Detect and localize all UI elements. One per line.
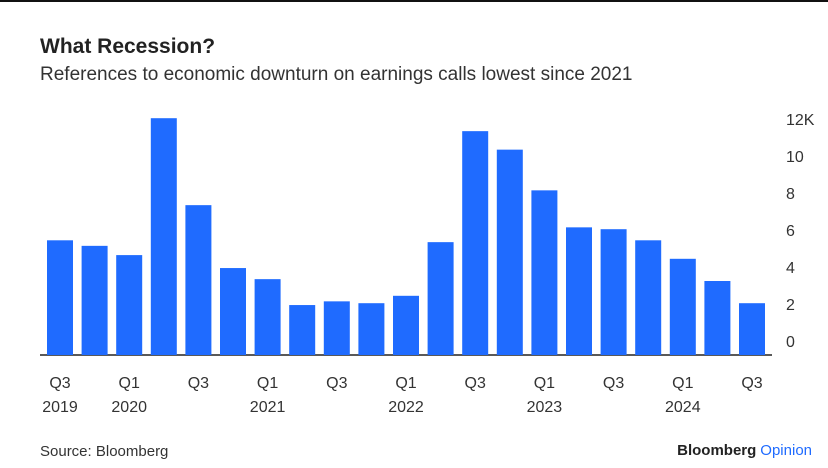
bar xyxy=(116,255,143,355)
bar xyxy=(393,295,419,355)
bar xyxy=(150,118,177,355)
bar xyxy=(427,242,454,355)
y-tick-label: 4 xyxy=(786,260,795,277)
x-tick-label: Q1 2021 xyxy=(250,375,286,416)
y-tick-label: 2 xyxy=(786,297,795,314)
bar xyxy=(704,281,731,355)
x-tick-label: Q1 2020 xyxy=(111,375,147,416)
y-tick-label: 8 xyxy=(786,186,795,203)
source: Source: Bloomberg xyxy=(40,443,168,460)
y-tick-label: 12K xyxy=(786,112,815,129)
bar xyxy=(462,131,489,355)
y-tick-label: 0 xyxy=(786,334,795,351)
x-tick-label: Q1 2022 xyxy=(388,375,424,416)
x-tick-label: Q1 2024 xyxy=(665,375,701,416)
bar xyxy=(600,229,627,355)
bar xyxy=(635,240,662,355)
bar xyxy=(289,305,316,355)
bar xyxy=(739,303,765,355)
x-tick-label: Q1 2023 xyxy=(527,375,563,416)
bar xyxy=(496,149,523,355)
bar xyxy=(81,245,108,355)
bar xyxy=(220,268,246,355)
bar xyxy=(185,205,212,355)
x-tick-label: Q3 xyxy=(465,375,486,392)
bar xyxy=(254,279,281,355)
bar xyxy=(358,303,385,355)
chart-subtitle: References to economic downturn on earni… xyxy=(40,64,633,85)
x-tick-label: Q3 xyxy=(741,375,762,392)
brand-opinion: Opinion xyxy=(760,442,812,459)
bar xyxy=(531,190,558,355)
brand-name: Bloomberg xyxy=(677,442,756,459)
brand: Bloomberg Opinion xyxy=(677,442,812,459)
bar xyxy=(669,258,696,355)
chart-title: What Recession? xyxy=(40,35,215,58)
y-tick-label: 6 xyxy=(786,223,795,240)
x-tick-label: Q3 xyxy=(603,375,624,392)
x-tick-label: Q3 xyxy=(188,375,209,392)
y-tick-label: 10 xyxy=(786,149,804,166)
x-tick-label: Q3 xyxy=(326,375,347,392)
bar xyxy=(47,240,73,355)
bar xyxy=(323,301,350,355)
x-tick-label: Q3 2019 xyxy=(42,375,78,416)
bar xyxy=(566,227,592,355)
